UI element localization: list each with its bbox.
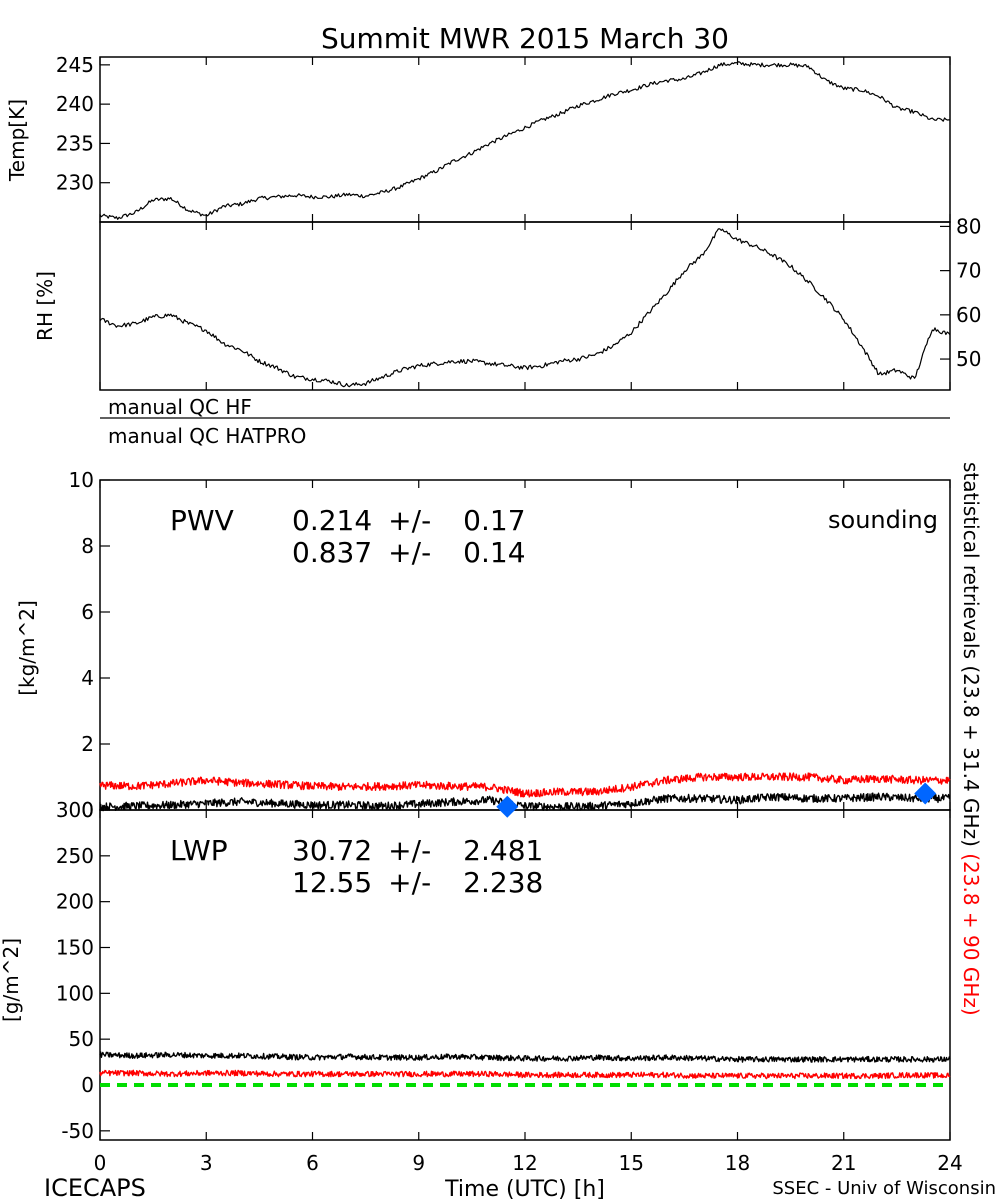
lwp-ytick-label: -50	[61, 1119, 94, 1143]
rh-ytick-label: 80	[956, 214, 981, 238]
footer-right: SSEC - Univ of Wisconsin	[772, 1178, 996, 1199]
pwv-ytick-label: 6	[81, 600, 94, 624]
pwv-ylabel: [kg/m^2]	[15, 600, 39, 696]
lwp-ytick-label: 300	[56, 798, 94, 822]
xtick-label: 21	[831, 1151, 856, 1175]
lwp-series-red	[99, 1069, 951, 1080]
xtick-label: 9	[412, 1151, 425, 1175]
pwv-ytick-label: 10	[69, 468, 94, 492]
rh-ytick-label: 50	[956, 347, 981, 371]
rh-ytick-label: 60	[956, 303, 981, 327]
xtick-label: 24	[937, 1151, 962, 1175]
lwp-ytick-label: 150	[56, 936, 94, 960]
lwp-ytick-label: 50	[69, 1027, 94, 1051]
lwp-stat-black: 30.72 +/- 2.481	[292, 834, 543, 867]
xtick-label: 15	[619, 1151, 644, 1175]
temp-ytick-label: 245	[56, 53, 94, 77]
temp-series-black	[99, 61, 950, 220]
temp-panel-frame	[99, 56, 951, 223]
lwp-series-black	[99, 1051, 951, 1063]
qc-hatpro-label: manual QC HATPRO	[108, 424, 306, 448]
pwv-series-red	[99, 772, 951, 798]
xtick-label: 6	[306, 1151, 319, 1175]
chart-title: Summit MWR 2015 March 30	[321, 22, 729, 55]
data-layer	[99, 61, 951, 1087]
right-label-black: statistical retrievals (23.8 + 31.4 GHz)	[959, 462, 983, 847]
pwv-ytick-label: 0	[81, 798, 94, 822]
lwp-ytick-label: 250	[56, 844, 94, 868]
right-retrieval-label: statistical retrievals (23.8 + 31.4 GHz)…	[959, 462, 983, 1016]
temp-ytick-label: 235	[56, 131, 94, 155]
axis-ticks-layer: 230235240245506070800246810-500501001502…	[56, 53, 982, 1175]
pwv-ytick-label: 4	[81, 666, 94, 690]
xtick-label: 12	[512, 1151, 537, 1175]
rh-series-black	[99, 228, 951, 388]
pwv-series-black	[99, 792, 951, 812]
rh-ytick-label: 70	[956, 259, 981, 283]
lwp-panel-name: LWP	[170, 834, 228, 867]
x-axis-label: Time (UTC) [h]	[444, 1177, 605, 1200]
lwp-stat-red: 12.55 +/- 2.238	[292, 866, 543, 899]
rh-ylabel: RH [%]	[33, 271, 57, 341]
temp-ytick-label: 240	[56, 92, 94, 116]
pwv-ytick-label: 8	[81, 534, 94, 558]
pwv-stat-black: 0.214 +/- 0.17	[292, 504, 526, 537]
rh-panel-frame	[99, 221, 951, 391]
xtick-label: 18	[725, 1151, 750, 1175]
lwp-ytick-label: 100	[56, 981, 94, 1005]
sounding-marker	[914, 782, 937, 805]
right-label-red: (23.8 + 90 GHz)	[959, 853, 983, 1015]
lwp-ylabel: [g/m^2]	[0, 938, 23, 1022]
pwv-stat-red: 0.837 +/- 0.14	[292, 536, 526, 569]
lwp-ytick-label: 200	[56, 890, 94, 914]
temp-ytick-label: 230	[56, 171, 94, 195]
pwv-ytick-label: 2	[81, 732, 94, 756]
xtick-label: 3	[200, 1151, 213, 1175]
sounding-label: sounding	[828, 506, 938, 534]
temp-ylabel: Temp[K]	[5, 99, 29, 182]
sounding-marker	[496, 795, 519, 818]
pwv-panel-name: PWV	[170, 504, 234, 537]
xtick-label: 0	[94, 1151, 107, 1175]
footer-left: ICECAPS	[44, 1174, 146, 1200]
lwp-ytick-label: 0	[81, 1073, 94, 1097]
qc-hf-label: manual QC HF	[108, 395, 252, 419]
